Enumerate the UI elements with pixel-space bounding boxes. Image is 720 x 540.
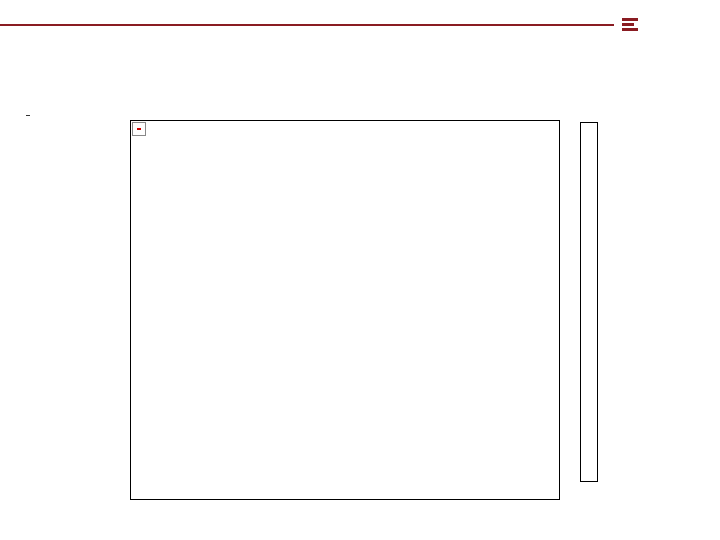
title-block xyxy=(0,0,720,6)
heatmap-plot xyxy=(130,120,560,500)
divider-row xyxy=(0,14,720,36)
divider-line xyxy=(0,24,614,26)
colorbar xyxy=(580,122,598,482)
formula xyxy=(24,110,32,124)
slac-logo xyxy=(622,14,708,36)
plot-legend xyxy=(132,122,146,136)
formula-num xyxy=(26,115,30,116)
plot-border xyxy=(130,120,560,500)
legend-highlight xyxy=(137,128,141,130)
